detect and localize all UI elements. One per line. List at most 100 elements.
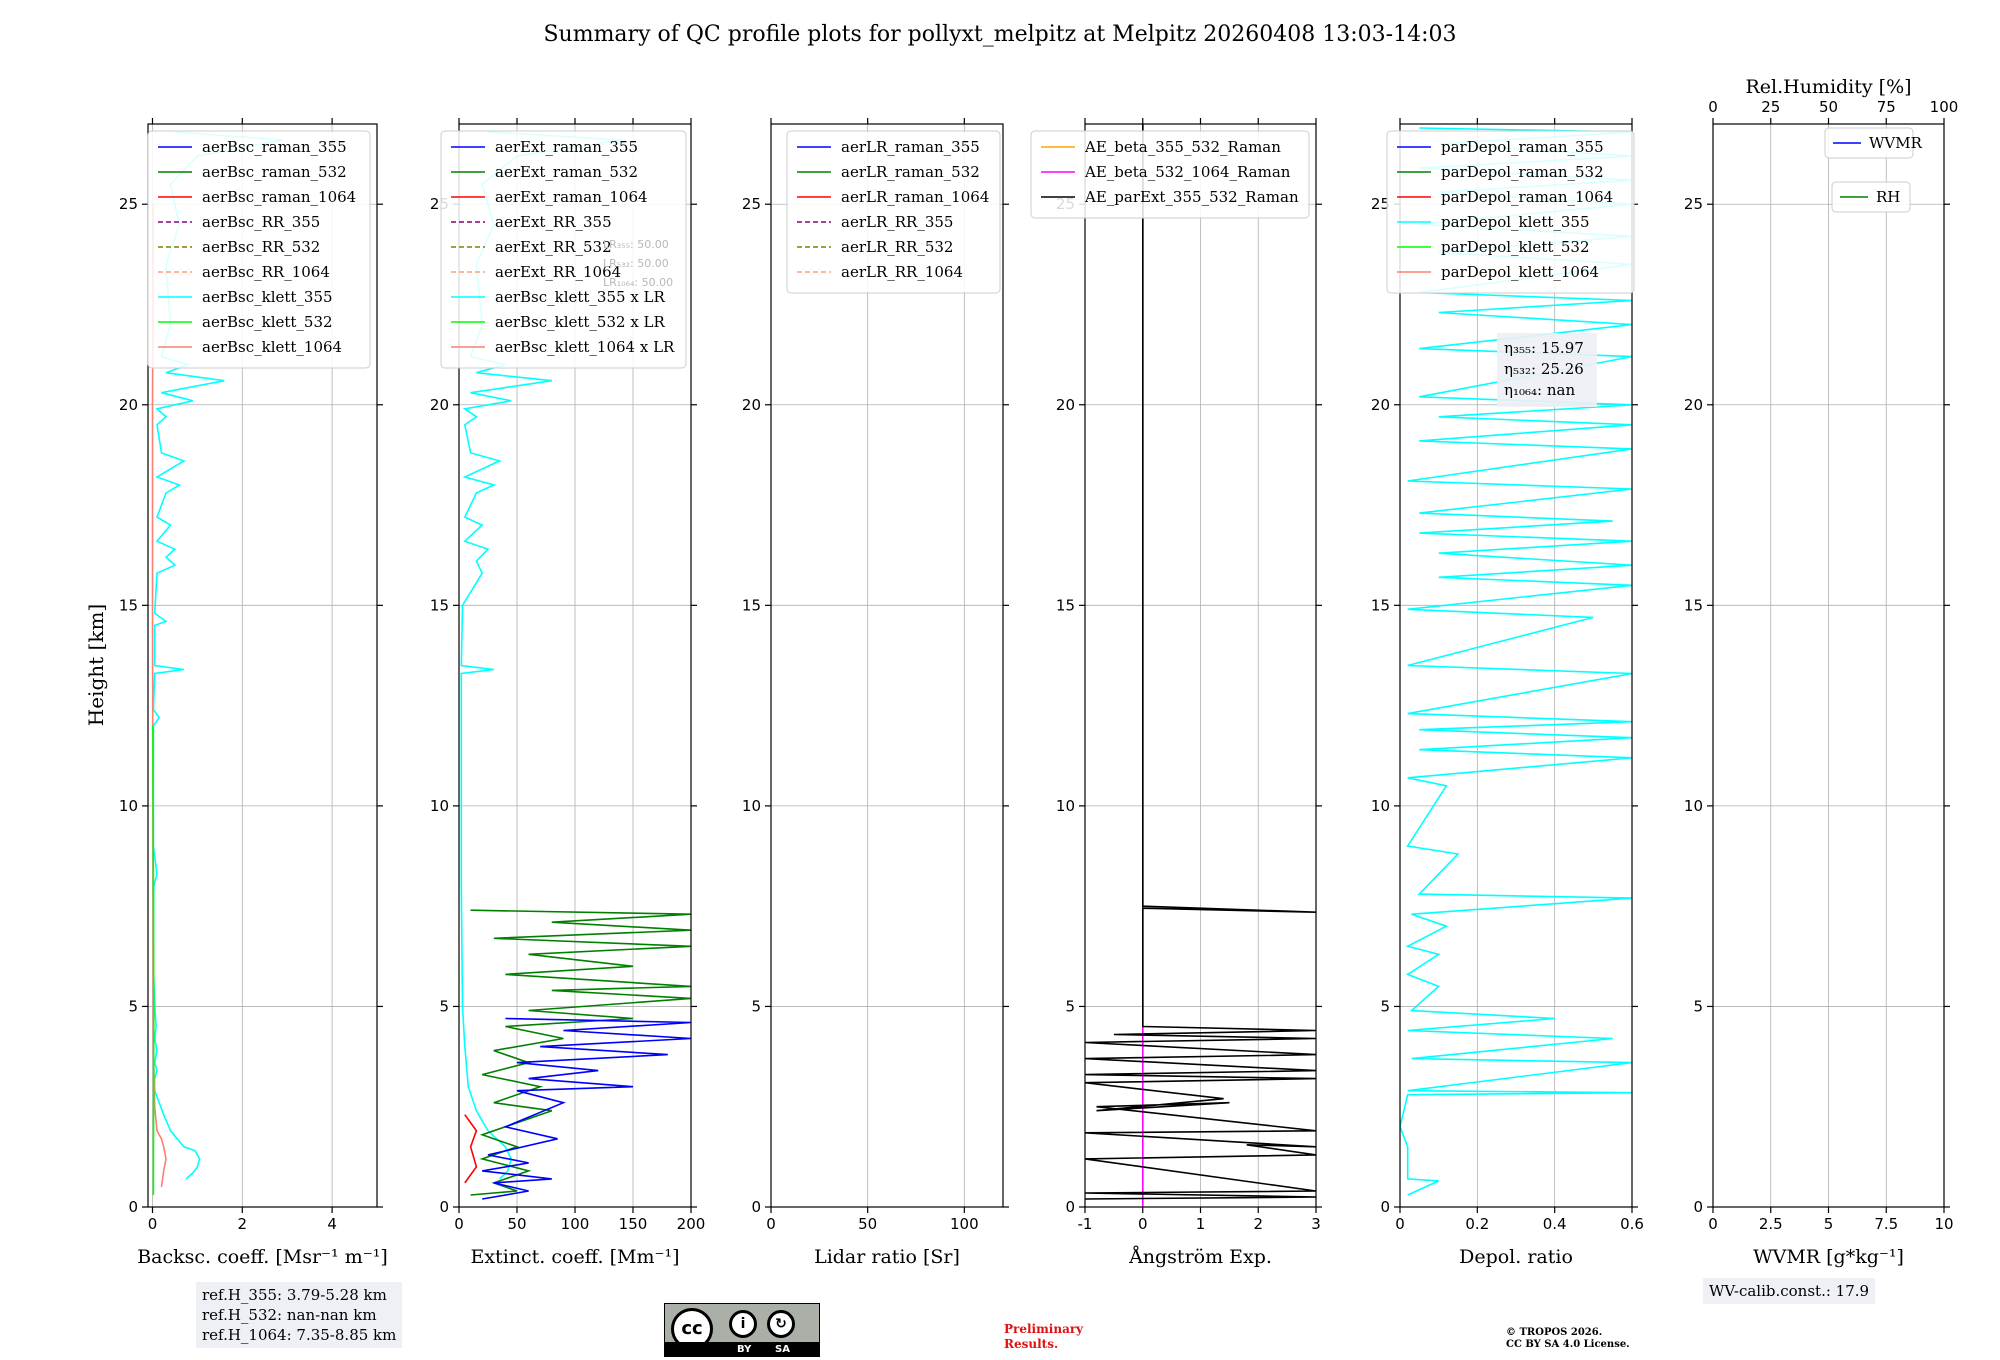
person-icon: i <box>729 1310 757 1338</box>
cc-license-badge: cc i ↻ BY SA <box>664 1303 820 1357</box>
legend-box-wv-0 <box>1824 127 1914 159</box>
legend-label-ext-6: aerBsc_klett_355 x LR <box>495 288 666 306</box>
series-group-ae <box>1085 124 1316 1207</box>
axes-frame-bsc <box>147 123 378 1208</box>
legend-label-bsc-6: aerBsc_klett_355 <box>202 288 333 306</box>
y-tick-label-ae-0: 0 <box>1065 1198 1075 1216</box>
x-axis-label-ext: Extinct. coeff. [Mm⁻¹] <box>470 1246 679 1268</box>
series-group-bsc <box>151 131 283 1196</box>
panel-ae: -101230510152025Ångström Exp.AE_beta_355… <box>1030 118 1322 1268</box>
series-line-ext-2 <box>482 1017 691 1200</box>
y-tick-label-ext-0: 0 <box>439 1198 449 1216</box>
x-tick-label-lr-2: 100 <box>950 1215 979 1233</box>
x-tick-label-wv-4: 10 <box>1934 1215 1953 1233</box>
x-tick-label-depol-0: 0 <box>1395 1215 1405 1233</box>
x-tick-label-depol-2: 0.4 <box>1543 1215 1567 1233</box>
ref-height-1064: ref.H_1064: 7.35-8.85 km <box>202 1326 397 1344</box>
axes-frame-lr <box>770 123 1004 1208</box>
y-tick-label-wv-4: 20 <box>1684 396 1703 414</box>
series-line-ae-1 <box>1085 124 1316 1200</box>
legend-label-ext-7: aerBsc_klett_532 x LR <box>495 313 666 331</box>
legend-box-depol <box>1386 130 1635 294</box>
legend-label-bsc-7: aerBsc_klett_532 <box>202 313 333 331</box>
x-tick-label-ext-2: 100 <box>561 1215 590 1233</box>
legend-box-ae <box>1030 130 1310 219</box>
cc-sa-label: SA <box>775 1344 790 1355</box>
series-line-bsc-2 <box>152 725 155 1196</box>
legend-label-ext-1: aerExt_raman_532 <box>495 163 638 181</box>
x-tick-label-ext-4: 200 <box>677 1215 706 1233</box>
wv-calib-text: WV-calib.const.: 17.9 <box>1709 1282 1870 1300</box>
preliminary-line-2: Results. <box>1004 1337 1059 1351</box>
x-tick-label-ext-1: 50 <box>507 1215 526 1233</box>
legend-label-ext-8: aerBsc_klett_1064 x LR <box>495 338 675 356</box>
share-alike-icon: ↻ <box>767 1310 795 1338</box>
x-tick-label-ext-0: 0 <box>454 1215 464 1233</box>
y-axis-label: Height [km] <box>84 604 108 726</box>
ref-height-355: ref.H_355: 3.79-5.28 km <box>202 1286 387 1304</box>
x-tick-label-ae-3: 2 <box>1253 1215 1263 1233</box>
x-tick-label-ae-2: 1 <box>1196 1215 1206 1233</box>
legend-label-lr-4: aerLR_RR_532 <box>841 238 953 256</box>
x-tick-label-bsc-1: 2 <box>238 1215 248 1233</box>
y-tick-label-ext-4: 20 <box>430 396 449 414</box>
y-tick-label-bsc-1: 5 <box>128 997 138 1015</box>
x-tick-label-bsc-0: 0 <box>148 1215 158 1233</box>
top-tick-label-wv-2: 50 <box>1819 98 1838 116</box>
x-tick-label-ae-0: -1 <box>1078 1215 1093 1233</box>
legend-label-depol-3: parDepol_klett_355 <box>1441 213 1590 231</box>
y-tick-label-ext-1: 5 <box>439 997 449 1015</box>
cc-by-label: BY <box>737 1344 752 1355</box>
legend-label-ae-0: AE_beta_355_532_Raman <box>1084 138 1281 156</box>
legend-label-lr-1: aerLR_raman_532 <box>841 163 980 181</box>
figure-title: Summary of QC profile plots for pollyxt_… <box>543 22 1457 47</box>
legend-label-ext-5: aerExt_RR_1064 <box>495 263 621 281</box>
y-tick-label-lr-1: 5 <box>751 997 761 1015</box>
legend-label-depol-2: parDepol_raman_1064 <box>1441 188 1613 206</box>
wv-calibration-box: WV-calib.const.: 17.9 <box>1703 1278 1876 1304</box>
copyright-note: © TROPOS 2026. CC BY SA 4.0 License. <box>1506 1327 1630 1351</box>
series-line-ext-1 <box>470 909 691 1196</box>
copyright-line-1: © TROPOS 2026. <box>1506 1327 1603 1338</box>
x-tick-label-wv-3: 7.5 <box>1874 1215 1898 1233</box>
legend-label-bsc-1: aerBsc_raman_532 <box>202 163 347 181</box>
y-tick-label-depol-1: 5 <box>1380 997 1390 1015</box>
x-axis-label-ae: Ångström Exp. <box>1128 1246 1272 1268</box>
legend-label-depol-0: parDepol_raman_355 <box>1441 138 1604 156</box>
eta-label-0: η₃₅₅: 15.97 <box>1504 339 1584 357</box>
legend-label-lr-5: aerLR_RR_1064 <box>841 263 963 281</box>
legend-label-wv-1: RH <box>1876 188 1900 206</box>
y-tick-label-bsc-2: 10 <box>119 797 138 815</box>
legend-label-lr-3: aerLR_RR_355 <box>841 213 953 231</box>
y-tick-label-wv-5: 25 <box>1684 195 1703 213</box>
x-tick-label-ae-4: 3 <box>1311 1215 1321 1233</box>
legend-label-bsc-0: aerBsc_raman_355 <box>202 138 347 156</box>
preliminary-line-1: Preliminary <box>1004 1322 1084 1336</box>
lr-label-0: LR₃₅₅: 50.00 <box>603 238 669 251</box>
legend-label-lr-2: aerLR_raman_1064 <box>841 188 989 206</box>
legend-label-ext-2: aerExt_raman_1064 <box>495 188 648 206</box>
reference-height-box: ref.H_355: 3.79-5.28 km ref.H_532: nan-n… <box>196 1282 403 1348</box>
eta-label-2: η₁₀₆₄: nan <box>1504 381 1575 399</box>
legend-box-lr <box>786 130 1001 294</box>
legend-label-bsc-8: aerBsc_klett_1064 <box>202 338 342 356</box>
x-tick-label-wv-2: 5 <box>1824 1215 1834 1233</box>
x-tick-label-lr-1: 50 <box>858 1215 877 1233</box>
legend-label-ae-1: AE_beta_532_1064_Raman <box>1084 163 1291 181</box>
y-tick-label-wv-2: 10 <box>1684 797 1703 815</box>
x-axis-label-wv: WVMR [g*kg⁻¹] <box>1753 1246 1904 1268</box>
panel-lr: 0 50 100 0 5 10 15 20 25 Lidar ratio [Sr] aerLR_ra… <box>742 118 1009 1268</box>
legend-label-depol-4: parDepol_klett_532 <box>1441 238 1590 256</box>
x-axis-label-bsc: Backsc. coeff. [Msr⁻¹ m⁻¹] <box>137 1246 388 1268</box>
legend-label-depol-1: parDepol_raman_532 <box>1441 163 1604 181</box>
panel-bsc: 0 2 4 0 5 10 15 20 25 Backsc. coeff. [Msr⁻¹ m⁻¹] a… <box>119 118 388 1268</box>
y-tick-label-ae-3: 15 <box>1056 596 1075 614</box>
y-tick-label-bsc-0: 0 <box>128 1198 138 1216</box>
top-tick-label-wv-3: 75 <box>1877 98 1896 116</box>
series-line-ext-3 <box>464 1114 478 1184</box>
legend-box-bsc <box>147 130 371 369</box>
y-tick-label-depol-0: 0 <box>1380 1198 1390 1216</box>
y-tick-label-ext-2: 10 <box>430 797 449 815</box>
series-line-bsc-1 <box>151 204 167 1188</box>
